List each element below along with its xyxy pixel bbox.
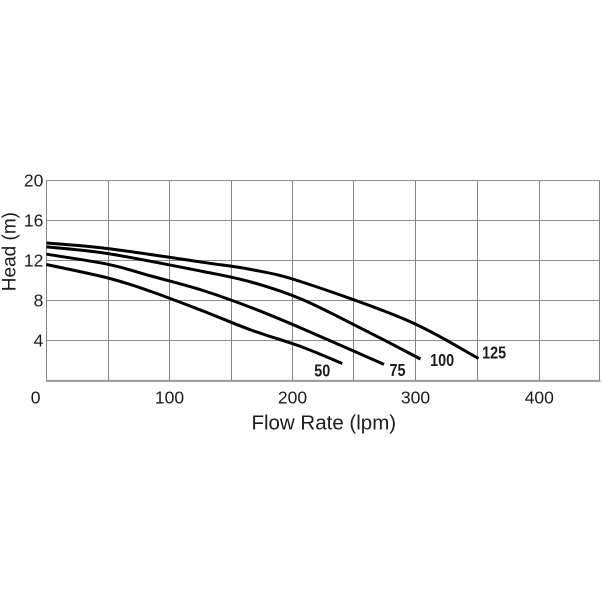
svg-text:Flow Rate (lpm): Flow Rate (lpm) xyxy=(251,411,396,434)
svg-text:16: 16 xyxy=(24,211,43,231)
svg-text:75: 75 xyxy=(389,361,405,381)
svg-text:20: 20 xyxy=(24,171,44,191)
svg-text:Head (m): Head (m) xyxy=(0,212,21,291)
svg-text:4: 4 xyxy=(34,331,44,351)
svg-text:400: 400 xyxy=(525,388,554,408)
svg-text:50: 50 xyxy=(314,361,330,381)
svg-text:12: 12 xyxy=(24,251,43,271)
svg-text:100: 100 xyxy=(155,388,184,408)
svg-text:0: 0 xyxy=(31,388,41,408)
svg-text:300: 300 xyxy=(401,388,430,408)
svg-text:8: 8 xyxy=(34,291,44,311)
svg-text:125: 125 xyxy=(482,343,506,363)
svg-text:200: 200 xyxy=(278,388,307,408)
svg-text:100: 100 xyxy=(430,351,454,371)
